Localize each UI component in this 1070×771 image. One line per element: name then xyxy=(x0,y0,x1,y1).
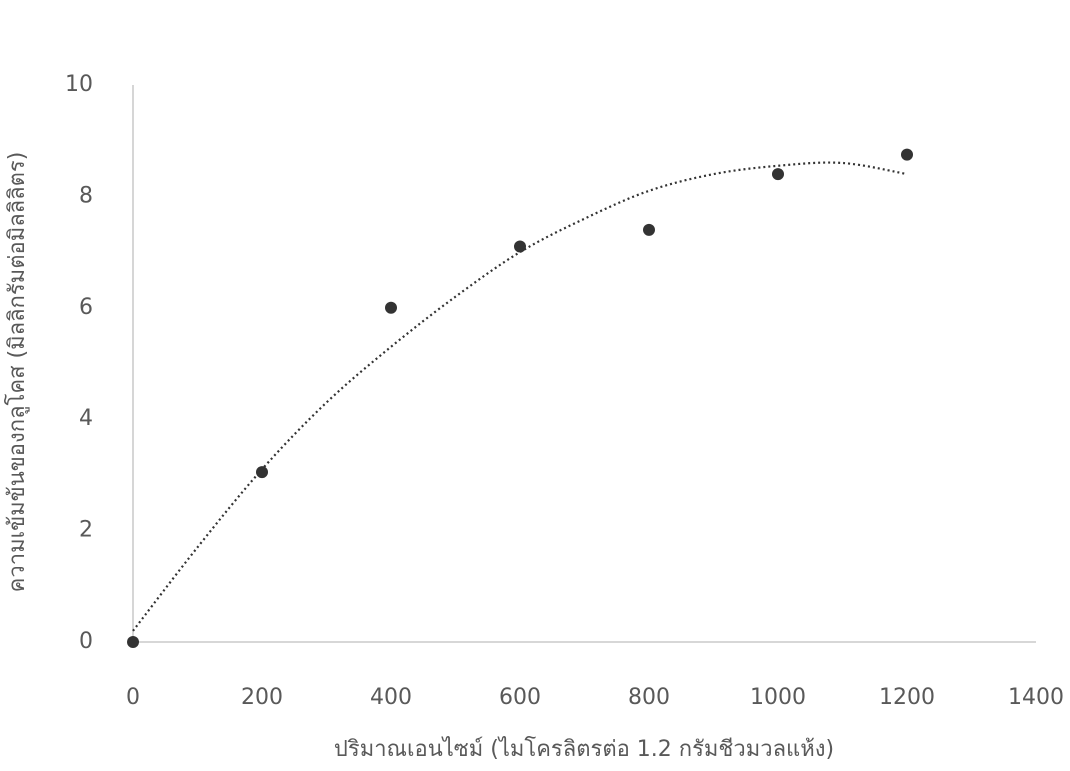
x-tick-label: 1000 xyxy=(750,685,806,710)
x-tick-label: 400 xyxy=(370,685,412,710)
x-tick-label: 0 xyxy=(126,685,140,710)
trendline xyxy=(132,161,908,632)
data-point xyxy=(772,168,784,181)
y-tick-label: 10 xyxy=(65,72,93,97)
data-point xyxy=(127,636,139,648)
data-point xyxy=(901,148,913,161)
x-axis-title: ปริมาณเอนไซม์ (ไมโครลิตรต่อ 1.2 กรัมชีวม… xyxy=(334,736,834,762)
y-axis-title: ความเข้มข้นของกลูโคส (มิลลิกรัมต่อมิลลิล… xyxy=(4,152,30,593)
x-tick-label: 600 xyxy=(499,685,541,710)
x-tick-label: 200 xyxy=(241,685,283,710)
data-point xyxy=(256,466,268,479)
x-tick-label: 1400 xyxy=(1008,685,1064,710)
y-tick-label: 8 xyxy=(79,183,93,208)
data-point xyxy=(514,240,526,253)
y-tick-label: 4 xyxy=(79,406,93,431)
x-tick-label: 800 xyxy=(628,685,670,710)
y-tick-label: 0 xyxy=(79,629,93,654)
data-point xyxy=(385,301,397,314)
x-tick-label: 1200 xyxy=(879,685,935,710)
y-tick-label: 2 xyxy=(79,518,93,543)
data-point xyxy=(643,223,655,236)
y-tick-label: 6 xyxy=(79,295,93,320)
